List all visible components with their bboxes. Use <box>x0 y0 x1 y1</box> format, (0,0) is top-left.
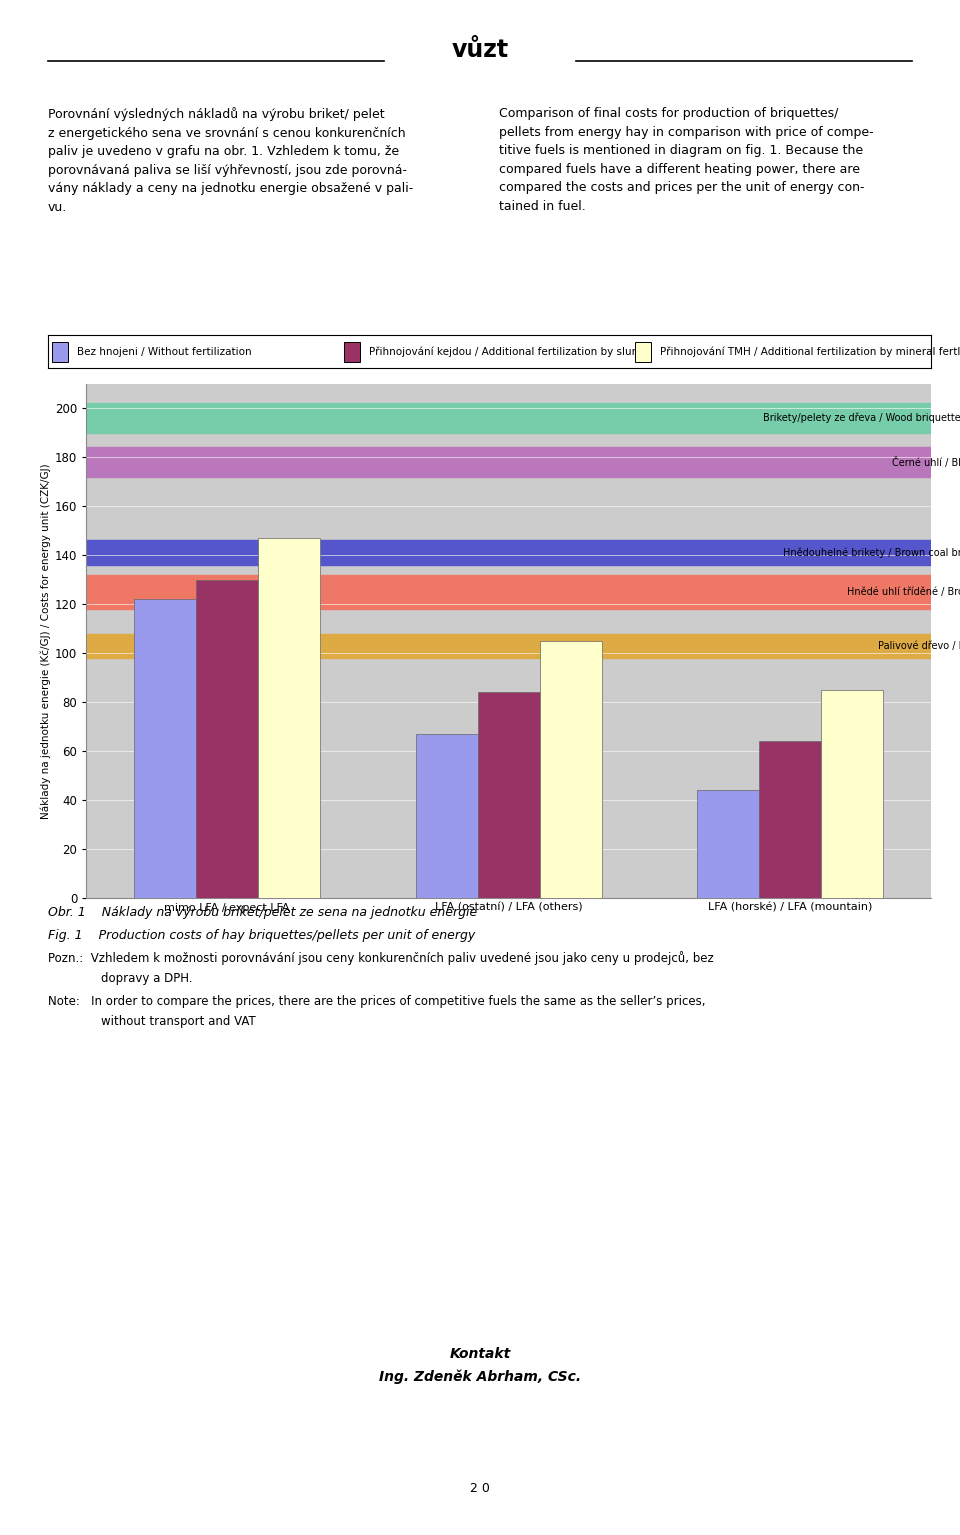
Y-axis label: Náklady na jednotku energie (Kč/GJ) / Costs for energy unit (CZK/GJ): Náklady na jednotku energie (Kč/GJ) / Co… <box>40 464 51 818</box>
Text: Fig. 1    Production costs of hay briquettes/pellets per unit of energy: Fig. 1 Production costs of hay briquette… <box>48 929 475 942</box>
Bar <box>258 537 320 898</box>
Bar <box>86 540 931 565</box>
Text: Přihnojování TMH / Additional fertilization by mineral fertlizers: Přihnojování TMH / Additional fertilizat… <box>660 347 960 356</box>
Text: Bez hnojeni / Without fertilization: Bez hnojeni / Without fertilization <box>77 347 252 356</box>
Text: Hnědouhelné brikety / Brown coal briquettes: Hnědouhelné brikety / Brown coal briquet… <box>782 548 960 557</box>
Bar <box>416 734 478 898</box>
Bar <box>698 791 759 898</box>
Text: 2 0: 2 0 <box>470 1481 490 1495</box>
Bar <box>540 642 602 898</box>
Text: Ing. Zdeněk Abrham, CSc.: Ing. Zdeněk Abrham, CSc. <box>379 1371 581 1385</box>
Bar <box>478 692 540 898</box>
Text: Note:   In order to compare the prices, there are the prices of competitive fuel: Note: In order to compare the prices, th… <box>48 995 706 1008</box>
Bar <box>759 741 822 898</box>
Bar <box>86 574 931 609</box>
Text: Hnědé uhlí tříděné / Brown coal: Hnědé uhlí tříděné / Brown coal <box>848 586 960 597</box>
Text: vůzt: vůzt <box>451 38 509 61</box>
Bar <box>134 599 196 898</box>
FancyBboxPatch shape <box>636 342 651 362</box>
Bar <box>196 580 258 898</box>
FancyBboxPatch shape <box>344 342 360 362</box>
Text: Kontakt: Kontakt <box>449 1348 511 1362</box>
Text: Palivové dřevo / Firewood: Palivové dřevo / Firewood <box>877 640 960 651</box>
Text: dopravy a DPH.: dopravy a DPH. <box>101 972 192 985</box>
Bar <box>86 404 931 433</box>
Text: Přihnojování kejdou / Additional fertilization by slurry: Přihnojování kejdou / Additional fertili… <box>369 347 646 356</box>
Bar <box>86 634 931 659</box>
Bar <box>822 689 883 898</box>
Text: without transport and VAT: without transport and VAT <box>101 1015 255 1028</box>
Text: Pozn.:  Vzhledem k možnosti porovnávání jsou ceny konkurenčních paliv uvedené js: Pozn.: Vzhledem k možnosti porovnávání j… <box>48 952 713 966</box>
Text: Obr. 1    Náklady na výrobu briket/pelet ze sena na jednotku energie: Obr. 1 Náklady na výrobu briket/pelet ze… <box>48 906 477 919</box>
Text: Porovnání výsledných nákladů na výrobu briket/ pelet
z energetického sena ve sro: Porovnání výsledných nákladů na výrobu b… <box>48 107 413 213</box>
FancyBboxPatch shape <box>53 342 68 362</box>
Text: Comparison of final costs for production of briquettes/
pellets from energy hay : Comparison of final costs for production… <box>499 107 874 213</box>
Text: Černé uhlí / Black coal: Černé uhlí / Black coal <box>893 456 960 468</box>
Bar <box>86 447 931 477</box>
Text: Brikety/pelety ze dřeva / Wood briquettes/pellets: Brikety/pelety ze dřeva / Wood briquette… <box>763 413 960 424</box>
